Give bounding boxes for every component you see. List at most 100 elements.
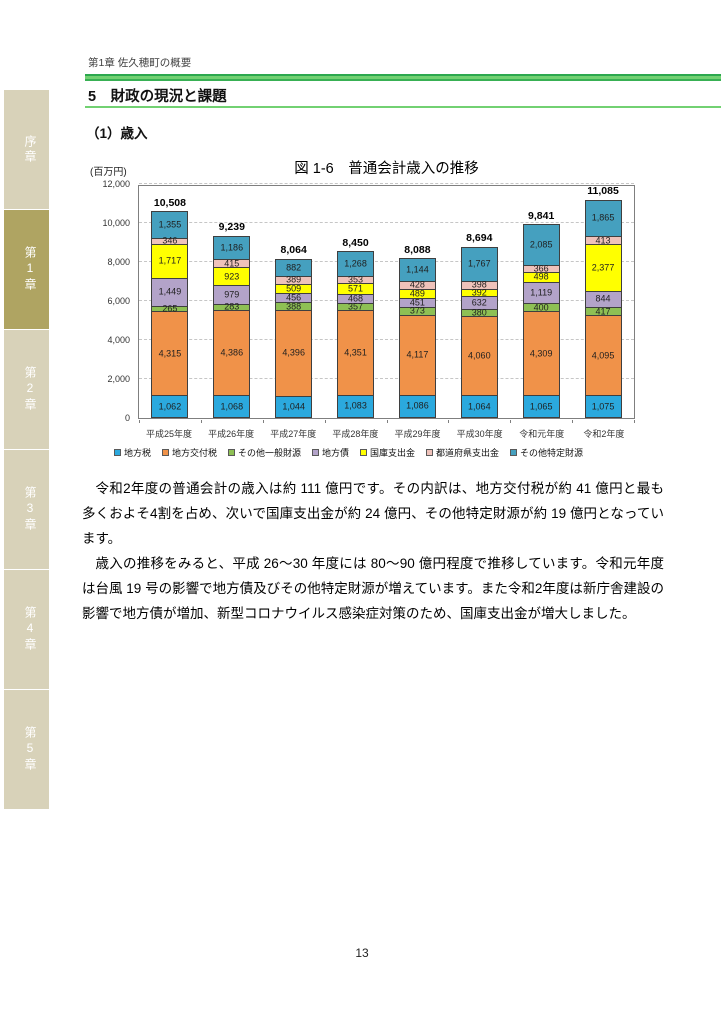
gridline xyxy=(139,183,634,184)
bar-segment-都道府県支出金: 353 xyxy=(338,275,374,284)
segment-value-label: 4,315 xyxy=(158,348,182,359)
segment-value-label: 388 xyxy=(286,301,302,312)
segment-value-label: 489 xyxy=(409,288,425,299)
bar-segment-その他特定財源: 1,144 xyxy=(399,259,435,282)
body-text: 令和2年度の普通会計の歳入は約 111 億円です。その内訳は、地方交付税が約 4… xyxy=(82,477,664,627)
segment-value-label: 1,044 xyxy=(282,401,305,412)
x-axis-label: 平成28年度 xyxy=(332,429,379,439)
bar-stack: 1,065 4,309 400 1,119 498 366 2,085 xyxy=(522,224,560,418)
segment-value-label: 357 xyxy=(348,301,364,312)
gridline xyxy=(139,261,634,262)
legend-item-国庫支出金: 国庫支出金 xyxy=(360,446,415,459)
segment-value-label: 1,068 xyxy=(220,401,244,412)
x-axis-label: 平成27年度 xyxy=(270,429,317,439)
x-axis-label: 平成30年度 xyxy=(456,429,503,439)
segment-value-label: 1,119 xyxy=(530,287,553,298)
y-axis: 0 2,000 4,000 6,000 8,000 10,000 12,000 xyxy=(62,180,134,423)
bar-stack: 1,044 4,396 388 456 509 389 882 xyxy=(275,258,313,418)
segment-value-label: 4,117 xyxy=(406,349,429,360)
bar-segment-都道府県支出金: 389 xyxy=(276,275,312,285)
bar-segment-地方債: 1,119 xyxy=(523,282,559,305)
sidebar-item-1[interactable]: 第1章 xyxy=(4,210,49,329)
segment-value-label: 456 xyxy=(286,292,302,303)
segment-value-label: 417 xyxy=(595,306,611,317)
segment-value-label: 2,085 xyxy=(529,239,553,250)
chart-title: 図 1-6 普通会計歳入の推移 xyxy=(294,161,479,177)
bar-segment-地方交付税: 4,315 xyxy=(152,312,188,397)
bar-segment-都道府県支出金: 346 xyxy=(152,235,188,246)
bar-平成29年度: 1,086 4,117 373 451 489 428 1,144 8,088 xyxy=(398,186,436,418)
bar-平成26年度: 1,068 4,386 283 979 923 415 1,186 9,239 xyxy=(213,186,251,418)
segment-value-label: 346 xyxy=(162,235,178,246)
legend-label: その他一般財源 xyxy=(237,448,301,458)
segment-value-label: 1,355 xyxy=(158,219,182,230)
sidebar-item-0[interactable]: 序章 xyxy=(4,90,49,209)
bar-stack: 1,068 4,386 283 979 923 415 1,186 xyxy=(213,235,251,418)
bar-segment-その他特定財源: 1,355 xyxy=(152,212,188,239)
segment-value-label: 979 xyxy=(224,289,240,300)
bar-segment-国庫支出金: 392 xyxy=(461,287,497,298)
legend-label: 地方交付税 xyxy=(171,448,217,458)
segment-value-label: 265 xyxy=(162,303,178,314)
bar-total-label: 8,694 xyxy=(466,232,493,244)
y-axis-label: 4,000 xyxy=(107,335,130,345)
segment-value-label: 468 xyxy=(348,293,364,304)
legend-label: 都道府県支出金 xyxy=(436,448,500,458)
bar-segment-都道府県支出金: 398 xyxy=(461,279,497,290)
segment-value-label: 844 xyxy=(595,293,611,304)
gridline xyxy=(139,300,634,301)
segment-value-label: 392 xyxy=(471,287,487,298)
bar-total-label: 8,450 xyxy=(342,236,369,249)
legend-swatch-icon xyxy=(360,449,367,456)
segment-value-label: 923 xyxy=(224,271,240,282)
x-axis-tick xyxy=(386,420,388,423)
bar-平成25年度: 1,062 4,315 265 1,449 1,717 346 1,355 10,508 xyxy=(151,186,189,418)
bar-segment-都道府県支出金: 428 xyxy=(399,279,435,290)
legend-swatch-icon xyxy=(227,449,235,456)
x-axis-tick xyxy=(448,420,450,423)
y-axis-label: 12,000 xyxy=(102,179,130,189)
x-axis-tick xyxy=(324,420,326,423)
segment-value-label: 509 xyxy=(286,283,302,294)
segment-value-label: 428 xyxy=(409,279,425,290)
bar-segment-地方債: 1,449 xyxy=(152,278,188,308)
section-green-rule xyxy=(85,106,721,108)
x-axis-tick xyxy=(572,420,574,423)
segment-value-label: 398 xyxy=(471,279,487,290)
bar-stack: 1,075 4,095 417 844 2,377 413 1,865 xyxy=(584,199,622,418)
legend-swatch-icon xyxy=(113,449,121,456)
y-axis-label: 0 xyxy=(124,413,130,423)
header-green-rule xyxy=(85,74,721,81)
bar-stack: 1,062 4,315 265 1,449 1,717 346 1,355 xyxy=(151,211,189,418)
segment-value-label: 1,767 xyxy=(468,258,491,269)
sidebar-item-5[interactable]: 第5章 xyxy=(4,690,49,809)
segment-value-label: 4,309 xyxy=(529,348,553,359)
bar-平成30年度: 1,064 4,060 380 632 392 398 1,767 8,694 xyxy=(460,186,498,418)
bar-segment-地方税: 1,086 xyxy=(399,395,435,417)
y-axis-label: 2,000 xyxy=(107,374,130,384)
sidebar-item-3[interactable]: 第3章 xyxy=(4,450,49,569)
segment-value-label: 400 xyxy=(533,302,549,313)
bar-segment-地方税: 1,083 xyxy=(338,395,374,417)
x-axis-label: 平成26年度 xyxy=(208,429,255,439)
segment-value-label: 2,377 xyxy=(591,262,615,273)
sidebar-item-4[interactable]: 第4章 xyxy=(4,570,49,689)
segment-value-label: 373 xyxy=(409,305,425,316)
sidebar-item-2[interactable]: 第2章 xyxy=(4,330,49,449)
bar-total-label: 9,841 xyxy=(528,209,555,222)
bar-segment-地方債: 456 xyxy=(276,292,312,304)
bar-segment-その他一般財源: 265 xyxy=(152,303,188,314)
segment-value-label: 1,083 xyxy=(344,400,367,411)
segment-value-label: 632 xyxy=(471,297,487,308)
bar-segment-国庫支出金: 1,717 xyxy=(152,245,188,279)
bar-segment-国庫支出金: 489 xyxy=(399,288,435,300)
segment-value-label: 882 xyxy=(286,262,302,273)
x-axis-label: 平成25年度 xyxy=(146,429,193,439)
legend-item-その他特定財源: その他特定財源 xyxy=(510,446,583,459)
bar-segment-地方債: 979 xyxy=(214,286,250,306)
y-axis-unit-label: (百万円) xyxy=(90,167,127,178)
bar-segment-地方税: 1,068 xyxy=(214,396,250,417)
bar-stack: 1,083 4,351 357 468 571 353 1,268 xyxy=(337,251,375,418)
bar-segment-地方税: 1,075 xyxy=(585,396,621,417)
